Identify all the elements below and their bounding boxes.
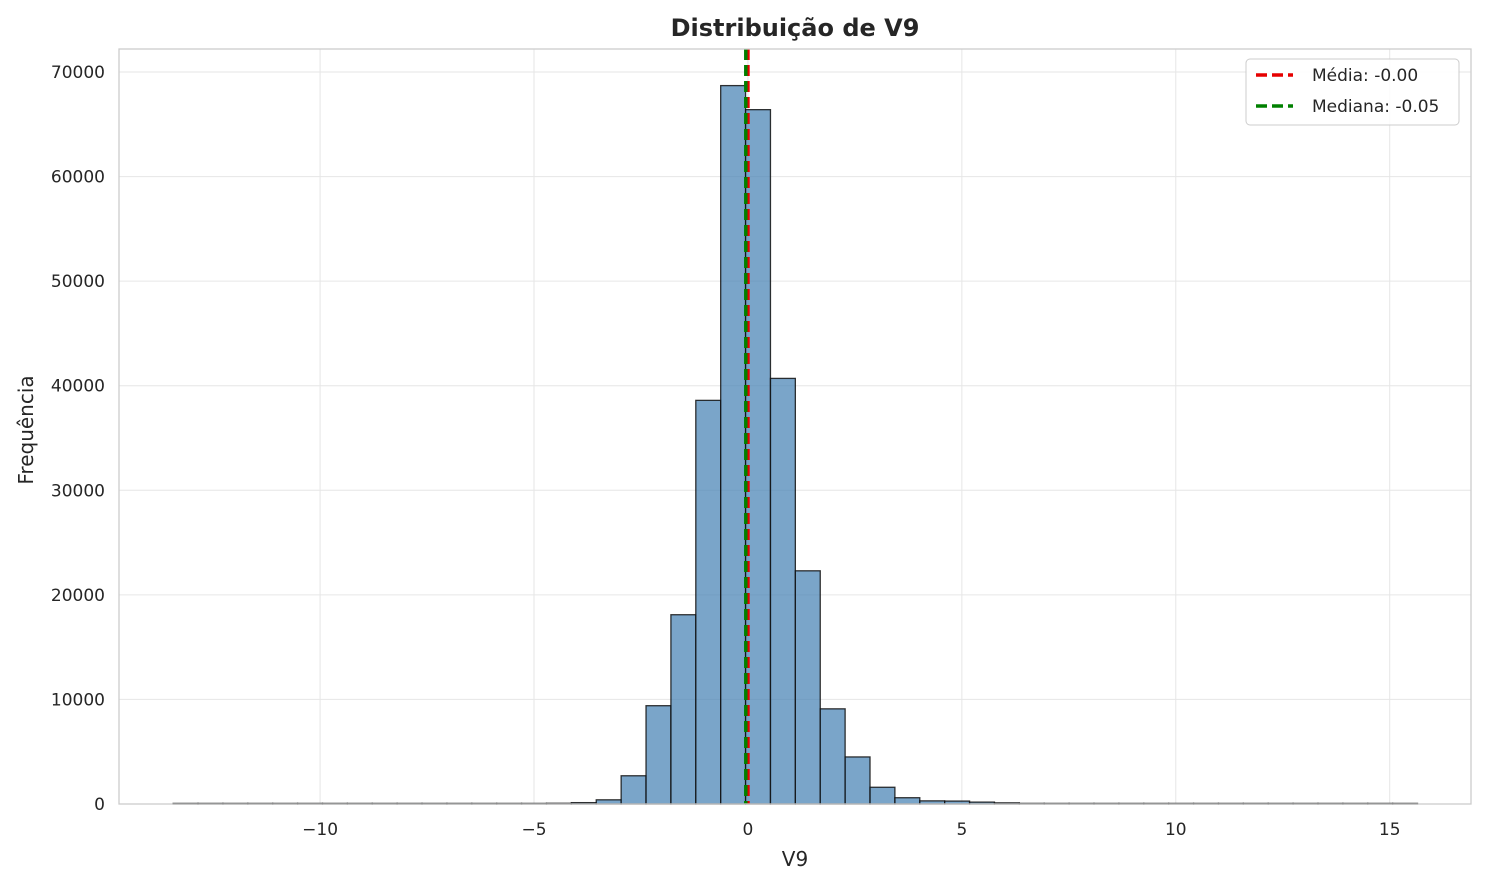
x-tick-label: 15 [1379,820,1401,840]
histogram-bar [894,797,921,805]
y-axis-title: Frequência [14,375,38,484]
histogram-bar [744,109,772,805]
y-tick-label: 60000 [51,168,105,188]
histogram-bar [670,614,697,805]
legend-box [1245,58,1460,126]
histogram-bar [620,775,647,805]
y-tick-label: 70000 [51,63,105,83]
plot-frame [118,48,1472,805]
y-tick-label: 0 [94,795,105,815]
x-axis-title: V9 [782,847,808,871]
y-tick-label: 20000 [51,586,105,606]
x-tick-label: 10 [1165,820,1187,840]
y-tick-label: 50000 [51,272,105,292]
legend-mean-label: Média: -0.00 [1312,66,1418,86]
x-tick-label: −10 [302,820,338,840]
x-tick-label: −5 [521,820,546,840]
histogram-bar [844,756,871,805]
y-tick-label: 40000 [51,377,105,397]
y-tick-label: 10000 [51,690,105,710]
histogram-bar [869,786,896,805]
chart-title: Distribuição de V9 [671,14,920,42]
x-tick-label: 0 [743,820,754,840]
histogram-bar [720,84,747,805]
histogram-bar [769,377,797,805]
y-tick-label: 30000 [51,481,105,501]
legend-median-label: Mediana: -0.05 [1312,97,1439,117]
reference-lines [744,49,750,804]
histogram-bar [645,705,672,805]
y-tick-labels: 0 10000 20000 30000 40000 50000 60000 70000 [51,63,105,815]
histogram-bar [695,399,722,805]
histogram-bar [794,570,821,805]
x-tick-label: 5 [956,820,967,840]
legend: Média: -0.00 Mediana: -0.05 [1245,58,1460,126]
histogram-bar [819,708,846,805]
histogram-bars [172,84,1419,805]
x-tick-labels: −10 −5 0 5 10 15 [302,820,1400,840]
